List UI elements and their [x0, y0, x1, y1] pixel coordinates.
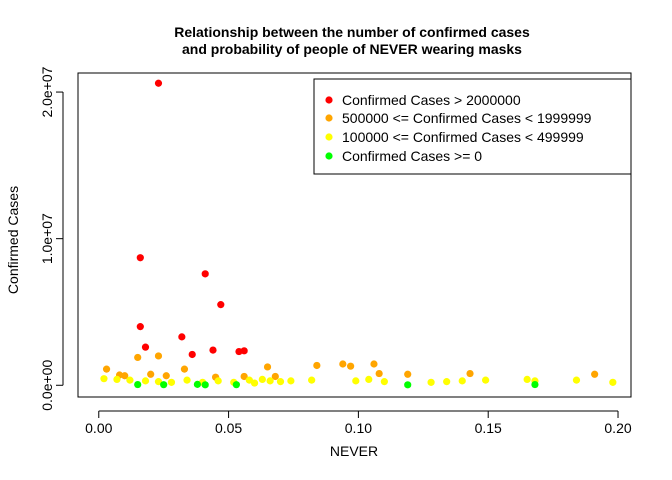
data-point-series-2-15	[308, 376, 316, 384]
data-point-series-0-10	[188, 350, 196, 359]
data-point-series-2-12	[266, 377, 274, 385]
legend-label-red: Confirmed Cases > 2000000	[342, 92, 521, 108]
data-point-series-2-8	[214, 377, 222, 385]
y-axis-title: Confirmed Cases	[5, 186, 21, 294]
data-point-series-2-3	[141, 377, 150, 385]
legend-marker-yellow	[325, 133, 333, 141]
legend-label-yellow: 100000 <= Confirmed Cases < 499999	[342, 129, 584, 145]
x-tick-label-3: 0.15	[475, 420, 502, 436]
data-point-series-1-3	[263, 363, 272, 371]
data-point-series-2-16	[352, 377, 360, 385]
data-point-series-2-1	[113, 375, 121, 384]
data-point-series-1-8	[102, 365, 111, 373]
data-point-series-0-3	[217, 301, 225, 309]
legend-marker-orange	[325, 114, 333, 122]
data-point-series-1-11	[147, 370, 155, 378]
data-point-series-3-6	[531, 380, 539, 389]
data-point-series-0-7	[209, 346, 217, 354]
data-point-series-2-0	[100, 375, 108, 383]
data-point-series-1-10	[121, 372, 129, 380]
data-point-series-2-26	[609, 378, 617, 386]
data-point-series-2-22	[482, 376, 490, 384]
data-point-series-0-5	[178, 333, 186, 341]
plot-frame	[77, 72, 632, 398]
x-axis-title: NEVER	[330, 443, 378, 459]
data-point-series-3-5	[404, 381, 412, 389]
data-point-series-1-16	[375, 369, 383, 378]
data-point-series-1-15	[271, 372, 279, 381]
data-point-series-1-5	[339, 360, 347, 368]
data-point-series-0-0	[154, 79, 163, 87]
data-point-series-2-6	[183, 376, 191, 384]
legend-marker-green	[325, 152, 333, 160]
data-point-series-1-14	[240, 372, 248, 381]
data-point-series-1-19	[591, 370, 599, 378]
x-tick-label-4: 0.20	[604, 420, 631, 436]
data-points	[100, 79, 617, 389]
y-tick-label-1: 1.0e+07	[39, 213, 55, 264]
y-tick-label-2: 2.0e+07	[39, 66, 55, 117]
data-point-series-1-1	[154, 352, 163, 360]
data-point-series-1-12	[162, 372, 170, 380]
legend-label-green: Confirmed Cases >= 0	[342, 148, 482, 164]
y-axis-ticks: 0.0e+00 1.0e+07 2.0e+07	[39, 66, 63, 411]
chart-title-line-1: Relationship between the number of confi…	[174, 24, 530, 40]
data-point-series-0-2	[201, 270, 209, 278]
legend-marker-red	[325, 96, 333, 104]
data-point-series-1-2	[180, 365, 189, 373]
data-point-series-2-18	[380, 378, 388, 386]
x-axis-ticks: 0.00 0.05 0.10 0.15 0.20	[85, 411, 632, 436]
data-point-series-2-5	[167, 378, 176, 386]
x-tick-label-1: 0.05	[215, 420, 242, 436]
data-point-series-2-4	[154, 378, 163, 386]
data-point-series-1-7	[370, 360, 378, 368]
legend: Confirmed Cases > 2000000 500000 <= Conf…	[313, 78, 632, 175]
data-point-series-0-1	[136, 254, 144, 262]
data-point-series-0-9	[240, 347, 248, 355]
data-point-series-2-2	[126, 376, 134, 384]
data-point-series-2-23	[523, 375, 531, 384]
data-point-series-3-1	[160, 381, 168, 389]
data-point-series-2-14	[287, 377, 295, 385]
data-point-series-2-11	[258, 375, 266, 384]
data-point-series-3-0	[134, 380, 142, 389]
data-point-series-3-3	[201, 381, 209, 389]
data-point-series-2-25	[572, 376, 581, 384]
data-point-series-3-2	[193, 380, 202, 388]
x-tick-label-0: 0.00	[85, 420, 112, 436]
data-point-series-1-4	[313, 361, 321, 370]
legend-box	[313, 78, 632, 175]
data-point-series-2-27	[250, 379, 259, 387]
data-point-series-2-17	[365, 375, 373, 384]
y-tick-label-0: 0.0e+00	[39, 360, 55, 411]
x-tick-label-2: 0.10	[345, 420, 372, 436]
data-point-series-2-19	[427, 378, 435, 386]
data-point-series-0-6	[141, 343, 150, 351]
chart-title-line-2: and probability of people of NEVER weari…	[182, 41, 522, 57]
data-point-series-2-20	[443, 378, 451, 386]
data-point-series-1-0	[134, 353, 142, 362]
data-point-series-1-17	[404, 370, 412, 378]
data-point-series-1-18	[466, 369, 474, 378]
data-point-series-1-6	[347, 362, 355, 370]
data-point-series-2-21	[458, 377, 466, 385]
legend-label-orange: 500000 <= Confirmed Cases < 1999999	[342, 110, 592, 126]
data-point-series-2-13	[276, 378, 285, 386]
data-point-series-3-4	[232, 381, 240, 389]
data-point-series-0-4	[136, 323, 144, 331]
